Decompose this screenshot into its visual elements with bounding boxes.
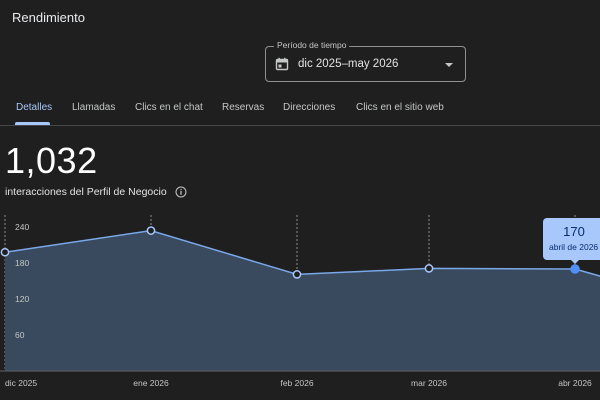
calendar-icon [275,57,289,71]
data-point [292,270,302,279]
page-title: Rendimiento [12,10,85,25]
data-point [146,226,156,235]
tab-reservas[interactable]: Reservas [222,102,265,113]
total-interactions: 1,032 [5,140,98,181]
data-point [0,247,10,257]
x-tick-label: mar 2026 [411,378,447,388]
tab-clics-sitio-web[interactable]: Clics en el sitio web [356,102,444,113]
series-line [4,229,600,277]
y-tick-label: 180 [15,258,29,268]
tooltip-value: 170 [563,224,585,239]
y-tick-label: 60 [15,330,25,340]
tooltip-date: abril de 2026 [549,242,599,252]
interactions-chart: 60 120 180 240 dic 2025 ene 2026 feb 2026 mar 2… [0,215,600,388]
x-tick-label: feb 2026 [280,378,313,388]
highlighted-data-point [570,264,580,274]
tab-detalles[interactable]: Detalles [16,102,53,113]
dropdown-arrow-icon [445,63,453,67]
tooltip-pointer [571,260,579,264]
tab-clics-chat[interactable]: Clics en el chat [135,102,203,113]
series-area [5,230,600,371]
data-point [424,264,434,273]
chart-tooltip: 170 abril de 2026 [543,218,600,260]
period-label: Período de tiempo [274,40,350,50]
x-tick-label: abr 2026 [558,378,592,388]
tab-direcciones[interactable]: Direcciones [283,102,336,113]
period-selector[interactable]: Período de tiempo dic 2025–may 2026 [265,40,466,82]
info-icon[interactable] [175,186,187,198]
period-value: dic 2025–may 2026 [298,58,399,70]
active-tab-indicator [15,122,50,125]
tab-llamadas[interactable]: Llamadas [72,102,116,113]
interactions-label: interacciones del Perfil de Negocio [5,186,167,198]
tab-bar: Detalles Llamadas Clics en el chat Reser… [0,96,600,126]
y-tick-label: 120 [15,294,29,304]
y-tick-label: 240 [15,222,29,232]
x-tick-label: ene 2026 [133,378,169,388]
x-tick-label: dic 2025 [5,378,37,388]
